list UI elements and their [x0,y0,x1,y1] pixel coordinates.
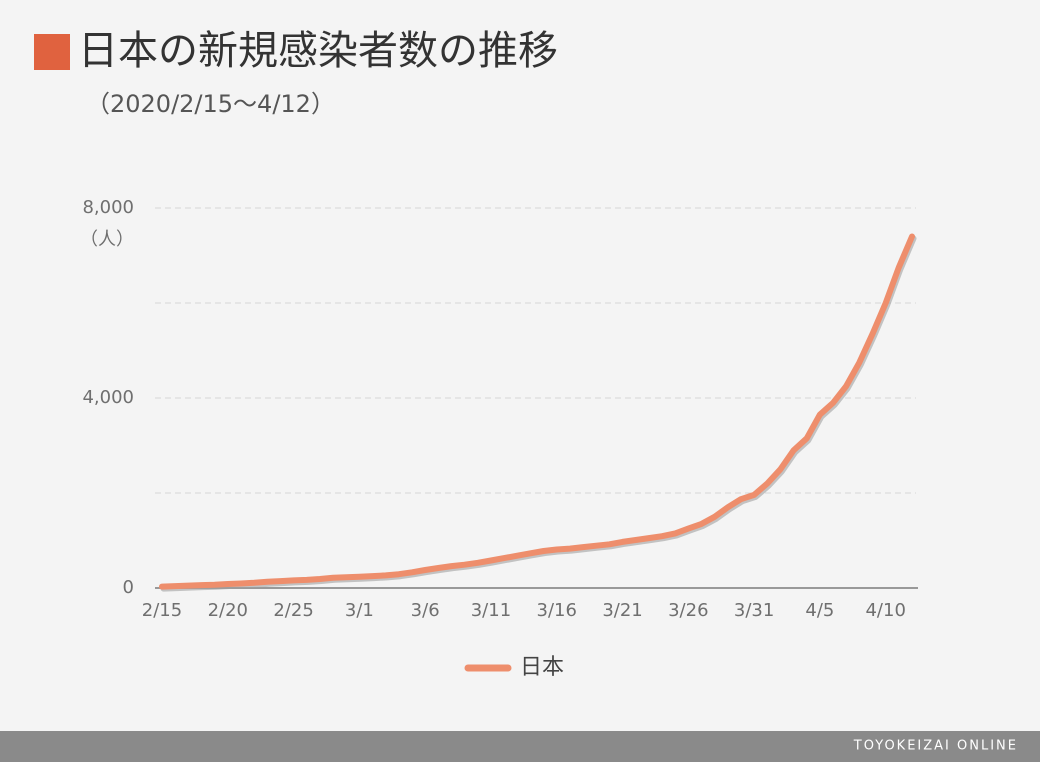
y-tick-label: 4,000 [82,387,134,408]
line-shadow [160,235,917,592]
footer-bar [0,731,1040,762]
x-tick-label: 3/21 [602,600,642,621]
source: TOYOKEIZAI ONLINE [853,739,1018,754]
x-tick-label: 3/16 [537,600,577,621]
x-tick-label: 3/11 [471,600,511,621]
x-tick-label: 4/5 [805,600,834,621]
x-tick-label: 3/6 [411,600,440,621]
chart-subtitle: （2020/2/15〜4/12） [86,90,335,118]
title-marker [34,34,70,70]
line [159,233,915,590]
x-tick-label: 4/10 [865,600,905,621]
x-tick-label: 2/25 [273,600,313,621]
x-tick-label: 2/15 [142,600,182,621]
x-tick-label: 3/26 [668,600,708,621]
legend-label: 日本 [520,655,564,680]
chart-title: 日本の新規感染者数の推移 [78,28,558,74]
x-tick-label: 2/20 [208,600,248,621]
y-tick-label: 8,000 [82,197,134,218]
y-unit: （人） [80,229,134,250]
x-tick-label: 3/1 [345,600,374,621]
y-tick-label: 0 [123,577,134,598]
x-tick-label: 3/31 [734,600,774,621]
